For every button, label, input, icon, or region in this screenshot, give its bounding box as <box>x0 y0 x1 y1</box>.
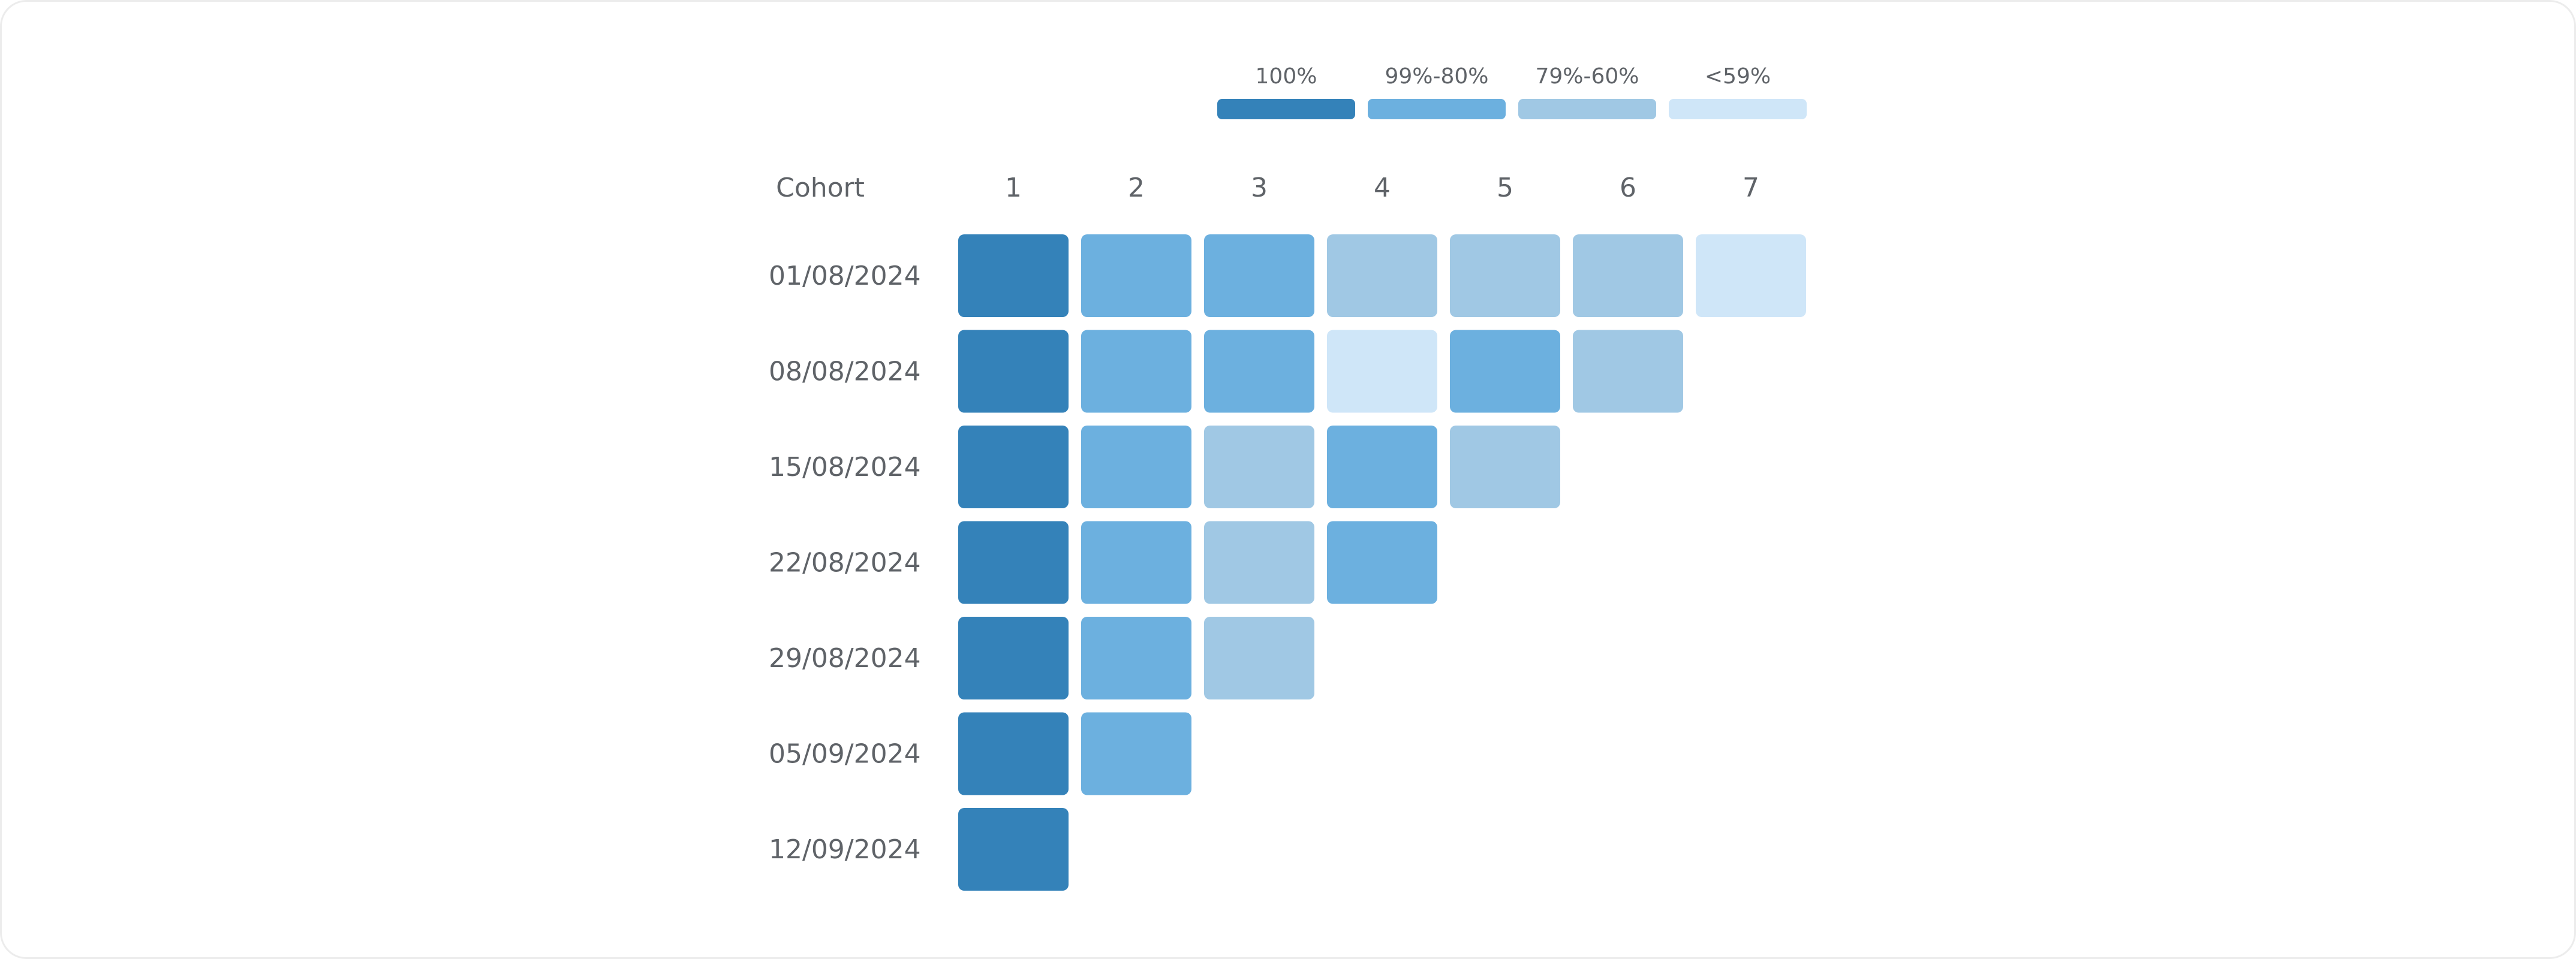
heatmap-cell-5-3 <box>1204 617 1314 699</box>
heatmap-cell-1-2 <box>1081 234 1191 317</box>
heatmap-cell-1-7 <box>1696 234 1806 317</box>
heatmap-cell-2-1 <box>958 330 1069 413</box>
heatmap-cell-4-3 <box>1204 521 1314 604</box>
cohort-row: 12/09/2024 <box>769 808 1069 891</box>
legend-label-3: 79%-60% <box>1535 64 1639 89</box>
heatmap-cell-4-1 <box>958 521 1069 604</box>
cohort-label: 05/09/2024 <box>769 739 921 770</box>
cohort-header: Cohort <box>776 173 865 203</box>
heatmap-cell-1-6 <box>1573 234 1683 317</box>
cohort-label: 12/09/2024 <box>769 834 921 865</box>
heatmap-cell-3-4 <box>1327 426 1437 508</box>
legend: 100% 99%-80% 79%-60% <59% <box>1217 64 1807 119</box>
cohort-label: 22/08/2024 <box>769 548 921 578</box>
cohort-label: 15/08/2024 <box>769 452 921 482</box>
legend-swatch-4 <box>1669 99 1807 119</box>
heatmap-cell-6-1 <box>958 712 1069 795</box>
cohort-row: 05/09/2024 <box>769 712 1191 795</box>
heatmap-cell-1-3 <box>1204 234 1314 317</box>
cohort-label: 29/08/2024 <box>769 643 921 674</box>
heatmap-cell-2-3 <box>1204 330 1314 413</box>
legend-swatch-2 <box>1368 99 1506 119</box>
cohort-row: 15/08/2024 <box>769 426 1560 508</box>
heatmap-cell-2-5 <box>1450 330 1560 413</box>
column-headers: Cohort 1 2 3 4 5 6 7 <box>776 173 1759 203</box>
column-header-3: 3 <box>1251 173 1268 203</box>
heatmap-cell-2-6 <box>1573 330 1683 413</box>
cohort-row: 29/08/2024 <box>769 617 1314 699</box>
legend-label-1: 100% <box>1256 64 1317 89</box>
heatmap-cell-6-2 <box>1081 712 1191 795</box>
heatmap-cell-3-2 <box>1081 426 1191 508</box>
cohort-row: 08/08/2024 <box>769 330 1683 413</box>
heatmap-cell-5-2 <box>1081 617 1191 699</box>
heatmap-cell-4-4 <box>1327 521 1437 604</box>
legend-label-4: <59% <box>1705 64 1771 89</box>
heatmap-cell-2-2 <box>1081 330 1191 413</box>
heatmap-cell-5-1 <box>958 617 1069 699</box>
column-header-6: 6 <box>1620 173 1636 203</box>
column-header-4: 4 <box>1374 173 1391 203</box>
cohort-row: 22/08/2024 <box>769 521 1437 604</box>
legend-label-2: 99%-80% <box>1385 64 1488 89</box>
legend-swatch-3 <box>1518 99 1656 119</box>
heatmap-cell-1-4 <box>1327 234 1437 317</box>
heatmap-cell-3-3 <box>1204 426 1314 508</box>
cohort-label: 08/08/2024 <box>769 357 921 387</box>
cohort-rows: 01/08/2024 08/08/2024 15/08/2024 22/08/2024… <box>769 234 1806 891</box>
cohort-label: 01/08/2024 <box>769 261 921 291</box>
heatmap-cell-2-4 <box>1327 330 1437 413</box>
heatmap-cell-1-1 <box>958 234 1069 317</box>
heatmap-cell-3-1 <box>958 426 1069 508</box>
cohort-row: 01/08/2024 <box>769 234 1806 317</box>
column-header-5: 5 <box>1497 173 1513 203</box>
heatmap-cell-7-1 <box>958 808 1069 891</box>
column-header-2: 2 <box>1128 173 1145 203</box>
legend-swatch-1 <box>1217 99 1355 119</box>
heatmap-cell-4-2 <box>1081 521 1191 604</box>
heatmap-cell-3-5 <box>1450 426 1560 508</box>
column-header-1: 1 <box>1005 173 1022 203</box>
column-header-7: 7 <box>1743 173 1759 203</box>
heatmap-cell-1-5 <box>1450 234 1560 317</box>
